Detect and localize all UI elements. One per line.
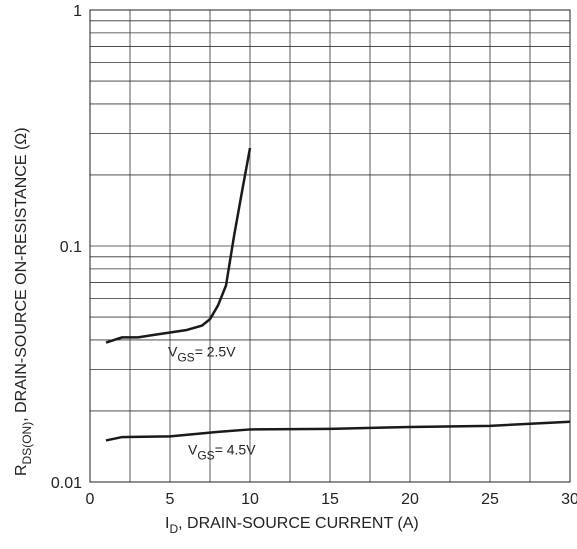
y-axis-label-sub: DS(ON) — [20, 422, 34, 465]
y-axis-label-rest: , DRAIN-SOURCE ON-RESISTANCE (Ω) — [13, 127, 30, 421]
series-annotation-sub: GS — [197, 448, 214, 462]
x-tick-label: 15 — [321, 491, 339, 508]
series-annotation-rest: = 4.5V — [215, 441, 257, 457]
data-line — [105, 147, 252, 344]
x-tick-label: 5 — [166, 491, 175, 508]
y-axis-label: RDS(ON), DRAIN-SOURCE ON-RESISTANCE (Ω) — [13, 127, 34, 476]
x-tick-label: 30 — [561, 491, 577, 508]
series-annotation-sub: GS — [177, 351, 194, 365]
x-axis-label-rest: , DRAIN-SOURCE CURRENT (A) — [178, 515, 419, 532]
series-annotation: VGS= 2.5V — [168, 344, 236, 365]
x-axis-label-main: I — [165, 515, 169, 532]
x-tick-label: 10 — [241, 491, 259, 508]
data-line — [105, 420, 571, 442]
series-annotation-main: V — [168, 344, 178, 360]
y-axis-label-main: R — [13, 464, 30, 476]
y-tick-label: 1 — [73, 3, 82, 20]
series-annotation-main: V — [188, 441, 198, 457]
x-axis-label: ID, DRAIN-SOURCE CURRENT (A) — [165, 515, 419, 536]
series-annotation-rest: = 2.5V — [195, 344, 237, 360]
plot-frame — [89, 9, 571, 483]
x-tick-label: 25 — [481, 491, 499, 508]
x-axis-label-sub: D — [169, 522, 178, 536]
y-tick-label: 0.1 — [60, 239, 82, 256]
series-annotation: VGS= 4.5V — [188, 441, 256, 462]
x-tick-label: 20 — [401, 491, 419, 508]
x-tick-label: 0 — [86, 491, 95, 508]
y-tick-label: 0.01 — [51, 475, 82, 492]
